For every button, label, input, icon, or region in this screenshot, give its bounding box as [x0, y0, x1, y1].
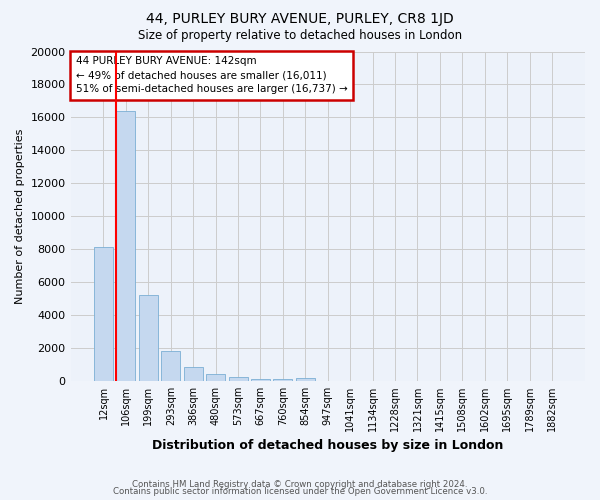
Text: Contains HM Land Registry data © Crown copyright and database right 2024.: Contains HM Land Registry data © Crown c… — [132, 480, 468, 489]
Bar — [139, 295, 158, 381]
Text: Contains public sector information licensed under the Open Government Licence v3: Contains public sector information licen… — [113, 488, 487, 496]
Text: 44 PURLEY BURY AVENUE: 142sqm
← 49% of detached houses are smaller (16,011)
51% : 44 PURLEY BURY AVENUE: 142sqm ← 49% of d… — [76, 56, 347, 94]
Bar — [184, 368, 203, 381]
Bar — [296, 378, 315, 381]
X-axis label: Distribution of detached houses by size in London: Distribution of detached houses by size … — [152, 440, 503, 452]
Bar — [206, 374, 225, 381]
Y-axis label: Number of detached properties: Number of detached properties — [15, 128, 25, 304]
Text: 44, PURLEY BURY AVENUE, PURLEY, CR8 1JD: 44, PURLEY BURY AVENUE, PURLEY, CR8 1JD — [146, 12, 454, 26]
Bar — [274, 380, 292, 381]
Bar — [161, 351, 180, 381]
Bar — [116, 111, 136, 381]
Text: Size of property relative to detached houses in London: Size of property relative to detached ho… — [138, 29, 462, 42]
Bar — [251, 378, 270, 381]
Bar — [94, 248, 113, 381]
Bar — [229, 378, 248, 381]
